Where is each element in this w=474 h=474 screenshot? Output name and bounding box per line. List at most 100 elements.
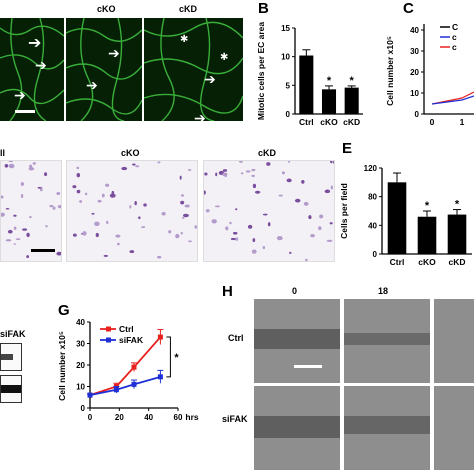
series-line-blue: [431, 95, 474, 105]
stained-cell: [318, 226, 322, 231]
stained-cell: [32, 162, 36, 165]
stained-cell: [175, 233, 180, 239]
stained-cell: [211, 219, 217, 224]
stained-cell: [240, 172, 244, 175]
svg-text:➔: ➔: [204, 71, 216, 87]
bar: [299, 55, 314, 114]
stained-cell: [8, 161, 14, 163]
stained-cell: [251, 168, 256, 172]
panel-d-header-ckd: cKD: [258, 148, 277, 158]
stained-cell: [101, 193, 105, 198]
svg-text:➔: ➔: [14, 87, 26, 103]
stained-cell: [44, 172, 48, 177]
stained-cell: [184, 204, 190, 208]
stained-cell: [161, 212, 166, 216]
stained-cell: [5, 207, 10, 210]
series-line-ctrl: [89, 336, 162, 396]
stained-cell: [252, 238, 256, 243]
stained-cell: [76, 166, 80, 170]
stained-cell: [143, 203, 147, 207]
stained-cell: [247, 224, 253, 229]
panel-a-header-cko: cKO: [97, 4, 116, 14]
panel-h-time-18: 18: [378, 286, 389, 296]
category-label: cKO: [418, 257, 436, 267]
x-tick-label: 60: [174, 413, 183, 422]
stained-cell: [121, 166, 128, 171]
stained-cell: [82, 231, 87, 236]
y-tick-label: 30: [76, 340, 85, 349]
legend-marker: [106, 326, 111, 332]
stained-cell: [56, 191, 61, 196]
significance-bracket: [166, 336, 171, 378]
stained-cell: [281, 171, 285, 175]
y-tick-label: 15: [281, 24, 290, 33]
stained-cell: [29, 215, 32, 219]
stained-cell: [1, 212, 5, 217]
stained-cell: [278, 194, 283, 197]
svg-text:➔: ➔: [108, 45, 120, 61]
svg-text:✱: ✱: [180, 34, 188, 45]
micrograph-d-ckd: [203, 160, 335, 262]
stained-cell: [91, 212, 95, 215]
stained-cell: [20, 182, 24, 187]
legend-label: C: [452, 22, 458, 32]
stained-cell: [232, 231, 238, 235]
stained-cell: [180, 194, 184, 197]
stained-cell: [326, 239, 333, 243]
stained-cell: [76, 189, 81, 194]
micrograph-a-ckd: ✱ ✱ ➔ ➔: [144, 18, 243, 121]
y-tick-label: 80: [368, 193, 377, 202]
y-tick-label: 10: [410, 89, 419, 98]
stained-cell: [37, 186, 42, 189]
data-point: [87, 392, 93, 398]
series-line-red: [431, 91, 474, 105]
stained-cell: [266, 162, 271, 166]
stained-cell: [330, 185, 333, 190]
stained-cell: [230, 237, 236, 241]
line-chart-c-partial: 0 10 20 30 40 0 1 Ccc Cell number x10⁵: [385, 22, 474, 127]
stained-cell: [267, 222, 271, 227]
stained-cell: [168, 230, 172, 234]
micrograph-h-ctrl-late: [434, 299, 474, 383]
stained-cell: [235, 237, 239, 241]
stained-cell: [132, 163, 136, 166]
panel-letter-b: B: [258, 0, 269, 17]
y-tick-label: 5: [286, 81, 291, 90]
y-tick-label: 30: [410, 47, 419, 56]
y-tick-label: 0: [415, 110, 420, 119]
panel-a-header-ckd: cKD: [179, 4, 198, 14]
legend-label: c: [452, 32, 457, 42]
category-label: cKO: [320, 117, 338, 127]
stained-cell: [134, 201, 137, 206]
stained-cell: [156, 255, 162, 259]
stained-cell: [301, 180, 305, 184]
stained-cell: [251, 174, 255, 178]
legend-label: Ctrl: [119, 324, 134, 334]
stained-cell: [95, 232, 99, 238]
stained-cell: [76, 172, 81, 178]
stained-cell: [72, 185, 77, 189]
y-axis-label: Mitotic cells per EC area: [256, 22, 266, 121]
svg-text:➔: ➔: [194, 110, 206, 121]
y-tick-label: 20: [76, 361, 85, 370]
stained-cell: [194, 225, 197, 229]
stained-cell: [262, 246, 266, 250]
stained-cell: [252, 183, 257, 189]
stained-cell: [22, 228, 28, 231]
panel-letter-g: G: [58, 302, 70, 319]
data-point: [157, 334, 163, 340]
stained-cell: [182, 213, 189, 218]
stained-cell: [235, 208, 238, 211]
green-cell-network: ➔ ➔ ➔: [0, 18, 64, 121]
x-tick-label: 40: [144, 413, 153, 422]
stained-cell: [49, 204, 54, 208]
stained-cell: [215, 172, 218, 177]
stained-cell: [135, 165, 140, 168]
stained-cell: [303, 201, 309, 206]
stained-cell: [286, 178, 292, 183]
x-tick-label: 0: [430, 117, 435, 127]
blot-frame-1: [0, 343, 22, 371]
bar: [321, 89, 337, 114]
legend-label: siFAK: [119, 335, 144, 345]
stained-cell: [332, 161, 334, 164]
